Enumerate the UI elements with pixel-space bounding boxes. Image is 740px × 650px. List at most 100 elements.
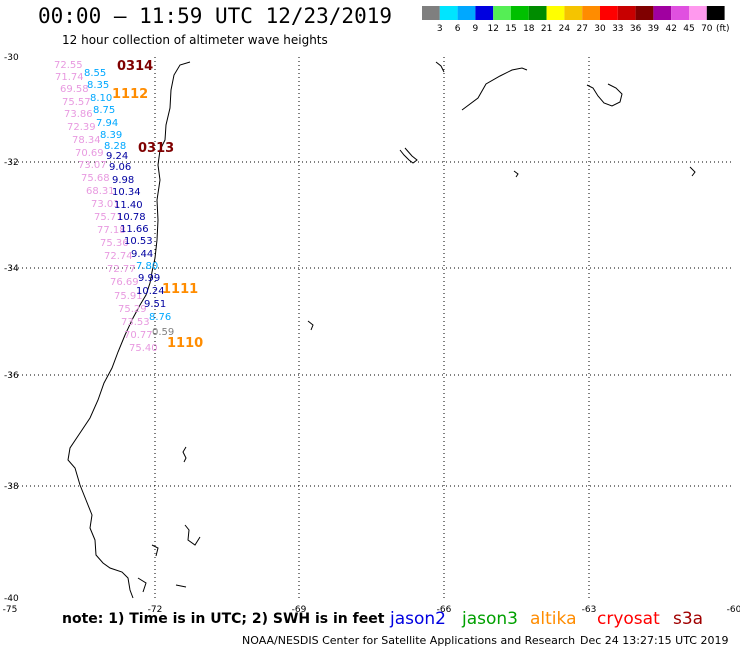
latitude-label: -38 [4, 482, 19, 492]
wave-height-value: 69.58 [60, 84, 89, 95]
lake-1 [435, 61, 445, 73]
wave-height-value: 0.59 [152, 327, 174, 338]
legend-label: 33 [612, 24, 623, 34]
longitude-label: -69 [292, 605, 307, 615]
wave-height-value: 77.18 [97, 225, 126, 236]
wave-height-value: 10.53 [124, 236, 153, 247]
legend-swatch [582, 6, 600, 20]
wave-height-value: 72.77 [107, 264, 136, 275]
wave-height-value: 11.66 [120, 224, 149, 235]
latitude-label: -36 [4, 371, 19, 381]
wave-height-value: 70.77 [124, 330, 153, 341]
wave-height-value: 73.01 [91, 199, 120, 210]
legend-swatch [635, 6, 654, 20]
coast-east-1 [461, 67, 528, 111]
coast-east-2 [586, 83, 623, 107]
wave-height-value: 75.40 [129, 343, 158, 354]
legend-label: 42 [665, 24, 676, 34]
pass-time-labels: 0314 1112 0313 1111 1110 [112, 59, 203, 351]
pass-time-label: 1111 [162, 282, 198, 297]
longitude-label: -60 [727, 605, 740, 615]
legend-label: 70 [701, 24, 713, 34]
legend-label: 39 [648, 24, 660, 34]
longitude-label: -66 [437, 605, 452, 615]
wave-height-value: 75.91 [114, 291, 143, 302]
longitude-label: -75 [3, 605, 18, 615]
legend-swatch [475, 6, 494, 20]
legend-swatch [422, 6, 440, 20]
wave-height-value: 8.75 [93, 105, 115, 116]
island-north [182, 446, 187, 463]
legend-swatch [493, 6, 511, 20]
wave-height-value: 9.06 [109, 162, 131, 173]
island-south-2 [137, 577, 147, 593]
wave-height-value: 72.74 [104, 251, 133, 262]
legend-label: 24 [559, 24, 571, 34]
legend-label: 18 [523, 24, 535, 34]
wave-height-value: 76.69 [110, 277, 139, 288]
wave-height-value: 75.29 [118, 304, 147, 315]
wave-height-value: 72.39 [67, 122, 96, 133]
legend-swatch [671, 6, 689, 20]
island-south-1 [151, 544, 159, 557]
wave-height-value: 10.24 [136, 286, 165, 297]
color-legend: 3 6 9 12 15 18 21 24 27 30 33 36 39 42 45 70 (ft) [422, 6, 730, 34]
island-east-2 [689, 166, 696, 177]
coastline [67, 61, 696, 599]
coast-east-3 [399, 147, 418, 164]
island-south-3 [175, 584, 187, 588]
wave-height-value: 8.28 [104, 141, 126, 152]
wave-height-value: 9.24 [106, 151, 128, 162]
wave-height-value: 8.35 [87, 80, 109, 91]
legend-swatch [564, 6, 583, 20]
legend-label: 21 [541, 24, 552, 34]
wave-height-value: 8.76 [149, 312, 171, 323]
pass-time-label: 0313 [138, 141, 174, 156]
pass-time-label: 1112 [112, 87, 148, 102]
legend-label: 15 [505, 24, 516, 34]
legend-swatch [439, 6, 458, 20]
satellite-jason3: jason3 [462, 609, 518, 629]
island-east-3 [307, 320, 314, 331]
wave-height-value: 70.69 [75, 148, 104, 159]
wave-height-value: 7.80 [136, 261, 158, 272]
legend-label: 27 [576, 24, 587, 34]
island-east-1 [513, 170, 519, 178]
latitude-label: -32 [4, 158, 19, 168]
wave-height-value: 11.40 [114, 200, 143, 211]
longitude-label: -72 [148, 605, 163, 615]
latitude-label: -34 [4, 264, 19, 274]
wave-height-value: 75.57 [62, 97, 91, 108]
legend-unit: (ft) [716, 24, 730, 34]
wave-height-value: 10.34 [112, 187, 141, 198]
wave-height-value: 75.71 [94, 212, 123, 223]
legend-swatch [706, 6, 725, 20]
legend-swatch [546, 6, 565, 20]
credit-line: NOAA/NESDIS Center for Satellite Applica… [242, 634, 576, 647]
wave-height-value: 8.39 [100, 130, 122, 141]
legend-swatch [689, 6, 707, 20]
pass-time-label: 0314 [117, 59, 153, 74]
wave-height-value: 73.86 [64, 109, 93, 120]
legend-swatch [528, 6, 547, 20]
satellite-cryosat: cryosat [597, 609, 660, 629]
satellite-s3a: s3a [673, 609, 704, 629]
legend-label: 30 [594, 24, 606, 34]
chile-coastline [67, 61, 191, 599]
legend-label: 12 [487, 24, 498, 34]
legend-swatch [617, 6, 636, 20]
legend-label: 6 [455, 24, 461, 34]
wave-height-value: 72.55 [54, 60, 83, 71]
wave-height-value: 78.34 [72, 135, 101, 146]
wave-height-value: 8.55 [84, 68, 106, 79]
wave-height-value: 10.78 [117, 212, 146, 223]
wave-height-value: 7.94 [96, 118, 118, 129]
legend-label: 9 [473, 24, 479, 34]
satellite-jason2: jason2 [390, 609, 446, 629]
map-grid: -30 -32 -34 -36 -38 -40-75 -72 -69 -66 -63 -60 [3, 53, 740, 615]
wave-height-value: 68.31 [86, 186, 115, 197]
footer-note: note: 1) Time is in UTC; 2) SWH is in fe… [62, 611, 385, 627]
satellite-altika: altika [530, 609, 577, 629]
